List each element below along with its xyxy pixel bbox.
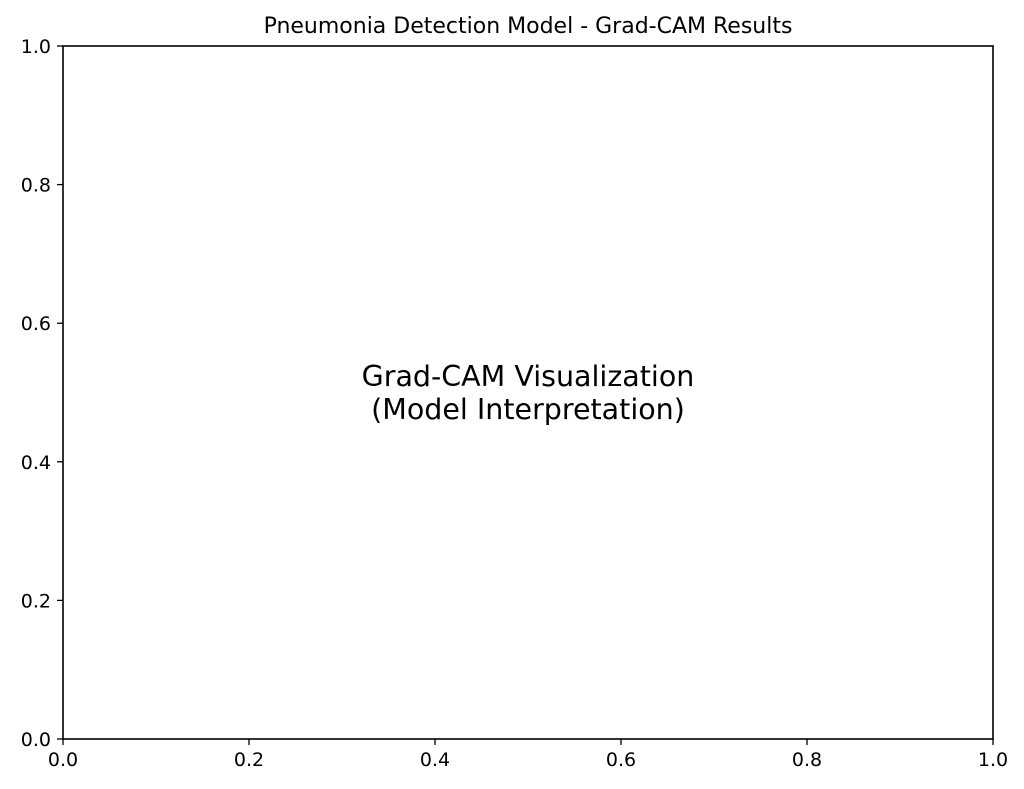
x-tick-label: 0.6	[606, 749, 636, 771]
y-tick-label: 0.6	[21, 313, 51, 335]
x-tick-label: 0.4	[420, 749, 450, 771]
annotation-group: Grad-CAM Visualization(Model Interpretat…	[362, 360, 695, 426]
x-tick-label: 0.2	[234, 749, 264, 771]
x-tick-label: 0.8	[792, 749, 822, 771]
x-tick-label: 0.0	[48, 749, 78, 771]
ticks-group: 0.0 0.2 0.4 0.6 0.8 1.0 0.0 0.2 0.4 0.6 0.8 1.0	[21, 36, 1008, 771]
axes-frame	[62, 45, 994, 740]
y-tick-label: 0.2	[21, 590, 51, 612]
y-tick-label: 0.0	[21, 729, 51, 751]
annotation-line: (Model Interpretation)	[371, 393, 685, 426]
plot-area	[63, 46, 993, 739]
annotation-line: Grad-CAM Visualization	[362, 360, 695, 393]
y-tick-label: 0.8	[21, 175, 51, 197]
x-tick-label: 1.0	[978, 749, 1008, 771]
y-tick-label: 0.4	[21, 452, 51, 474]
y-tick-label: 1.0	[21, 36, 51, 58]
chart-title: Pneumonia Detection Model - Grad-CAM Res…	[264, 14, 793, 39]
